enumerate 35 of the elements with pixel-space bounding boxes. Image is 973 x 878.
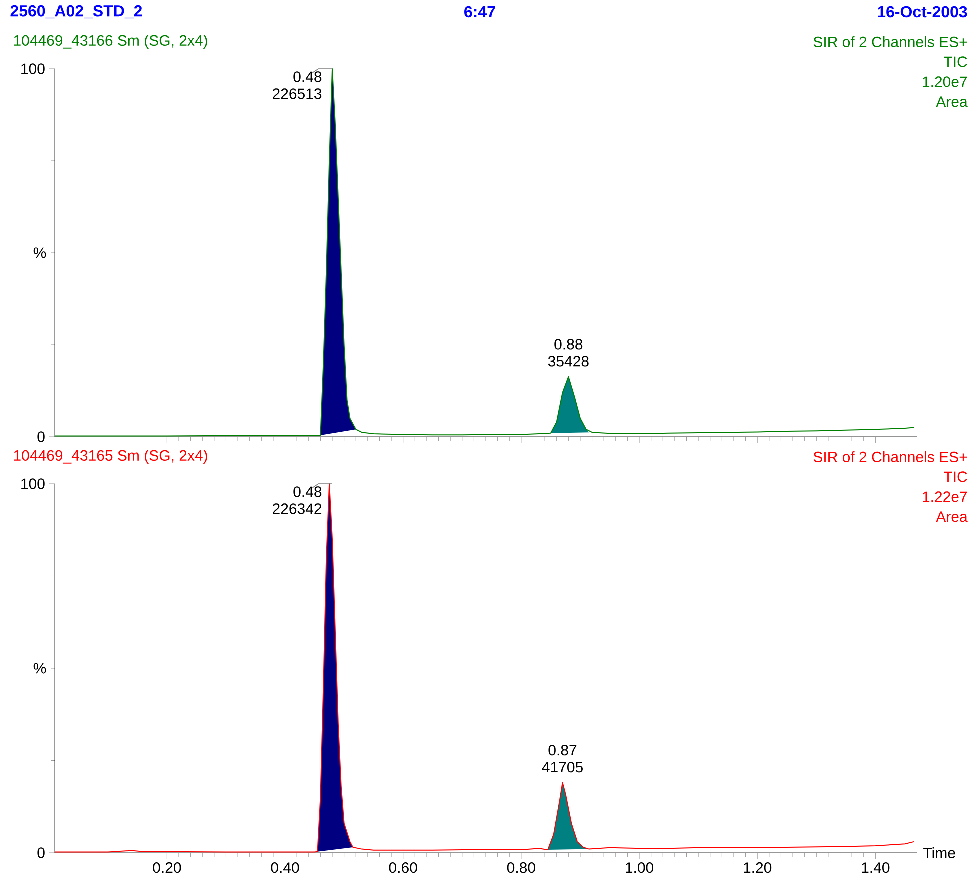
x-tick-label: 0.80 <box>507 862 536 874</box>
chart-subtitle: 104469_43165 Sm (SG, 2x4) <box>14 450 208 464</box>
annotation: 0.48 <box>294 486 322 498</box>
x-tick-label: 1.40 <box>862 862 890 874</box>
annotation: 0.48 <box>294 72 322 82</box>
text: Area <box>936 512 968 522</box>
annotation: 41705 <box>542 762 583 773</box>
x-axis-title: Time <box>924 847 956 858</box>
y-tick-label: 0 <box>38 848 45 858</box>
text: 1.22e7 <box>923 492 968 502</box>
text: SIR of 2 Channels ES+ <box>814 36 968 48</box>
annotation: 226513 <box>272 88 322 100</box>
x-tick-label: 1.20 <box>744 862 772 874</box>
x-tick-label: 0.60 <box>389 862 418 874</box>
chart-subtitle: 104469_43166 Sm (SG, 2x4) <box>14 34 208 49</box>
annotation: 0.88 <box>554 339 583 350</box>
text: 16-Oct-2003 <box>878 6 968 18</box>
text: SIR of 2 Channels ES+ <box>814 451 968 462</box>
chart-title: 2560_A02_STD_2 <box>10 5 142 19</box>
y-axis-title: % <box>34 248 46 258</box>
y-tick-label: 100 <box>22 478 45 490</box>
annotation: 226342 <box>272 504 322 514</box>
x-tick-label: 0.20 <box>153 862 182 874</box>
y-tick-label: 100 <box>22 64 45 74</box>
annotation: 0.87 <box>548 745 577 756</box>
y-axis-title: % <box>34 663 46 674</box>
text: TIC <box>944 56 968 68</box>
text: 1.20e7 <box>923 76 968 88</box>
x-tick-label: 1.00 <box>626 862 654 874</box>
text: Area <box>936 96 968 108</box>
text: 6:47 <box>464 6 496 18</box>
y-tick-label: 0 <box>38 432 45 442</box>
text: TIC <box>944 472 968 482</box>
x-tick-label: 0.40 <box>271 862 300 874</box>
annotation: 35428 <box>548 356 589 367</box>
